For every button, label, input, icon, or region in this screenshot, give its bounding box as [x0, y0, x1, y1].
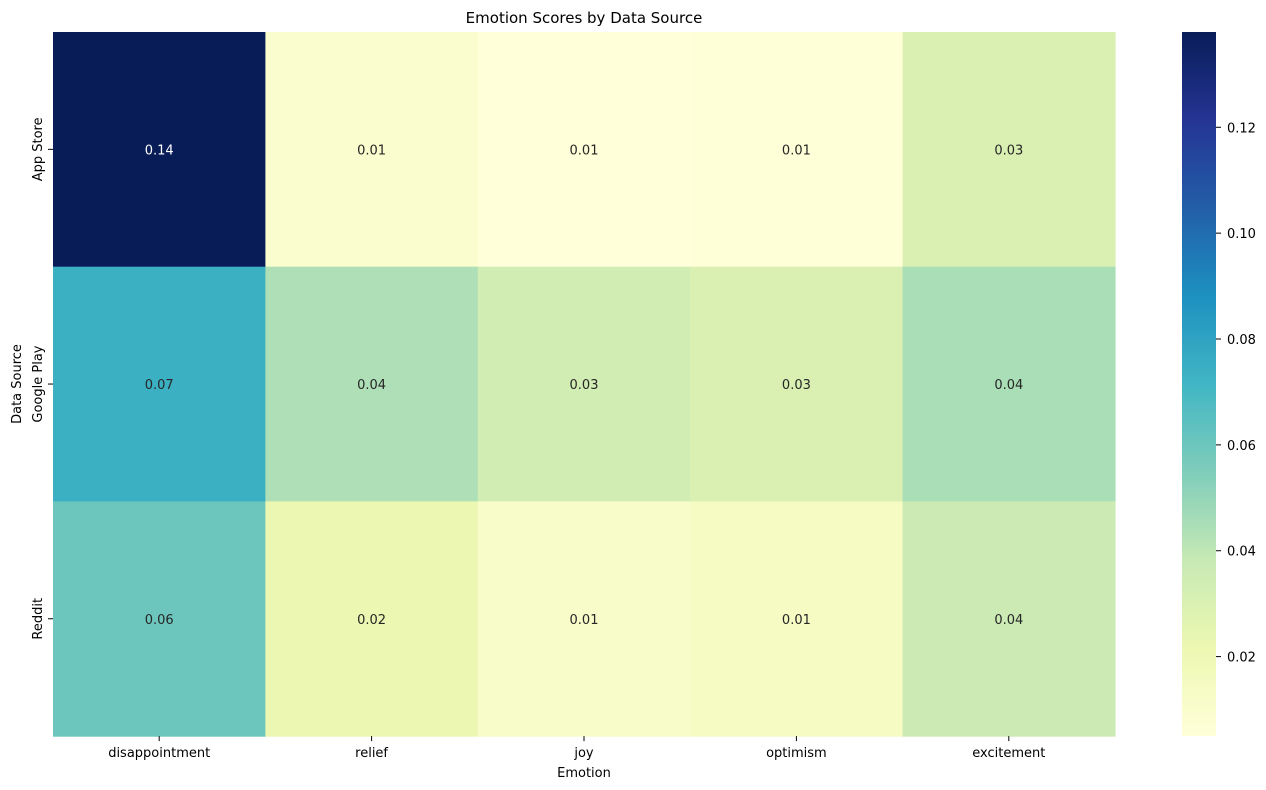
- cell-value-label: 0.04: [994, 613, 1023, 628]
- heatmap-cell: [902, 266, 1116, 502]
- heatmap-cell: [53, 266, 266, 502]
- x-tick-label: excitement: [972, 746, 1045, 761]
- heatmap-cell: [265, 266, 479, 502]
- x-tick-label: relief: [355, 746, 388, 761]
- cell-value-label: 0.14: [145, 143, 174, 158]
- cell-value-label: 0.01: [782, 613, 811, 628]
- heatmap-cell: [477, 266, 691, 502]
- x-axis: disappointment relief joy optimism excitemen…: [108, 736, 1045, 761]
- cell-value-label: 0.01: [570, 143, 599, 158]
- cell-value-label: 0.01: [570, 613, 599, 628]
- heatmap-cell: [477, 32, 691, 268]
- x-tick-label: disappointment: [108, 746, 210, 761]
- cell-value-label: 0.01: [782, 143, 811, 158]
- colorbar-tick-label: 0.04: [1227, 545, 1256, 560]
- heatmap-cell: [265, 501, 479, 737]
- colorbar-tick-label: 0.02: [1227, 651, 1256, 666]
- y-tick-label: App Store: [31, 117, 46, 181]
- heatmap-cell: [53, 32, 266, 268]
- cell-value-label: 0.07: [145, 378, 174, 393]
- heatmap-cell: [53, 501, 266, 737]
- colorbar-tick-label: 0.12: [1227, 121, 1256, 136]
- cell-value-label: 0.02: [357, 613, 386, 628]
- x-tick-label: optimism: [766, 746, 827, 761]
- heatmap-cell: [265, 32, 479, 268]
- cell-value-label: 0.04: [357, 378, 386, 393]
- cell-value-label: 0.04: [994, 378, 1023, 393]
- cell-value-label: 0.03: [570, 378, 599, 393]
- cell-value-label: 0.06: [145, 613, 174, 628]
- y-tick-label: Google Play: [31, 345, 46, 422]
- y-axis: App Store Google Play Reddit: [31, 117, 53, 640]
- cell-value-label: 0.01: [357, 143, 386, 158]
- x-tick-label: joy: [573, 746, 594, 761]
- colorbar-tick-label: 0.08: [1227, 333, 1256, 348]
- x-axis-label: Emotion: [557, 766, 611, 781]
- chart-title: Emotion Scores by Data Source: [466, 9, 703, 27]
- heatmap-cell: [902, 32, 1116, 268]
- heatmap-cells: 0.14 0.01 0.01 0.01 0.03 0.07 0.04 0.03 0.03 0.04…: [53, 32, 1116, 737]
- colorbar: 0.02 0.04 0.06 0.08 0.10 0.12: [1182, 32, 1256, 736]
- heatmap-cell: [477, 501, 691, 737]
- cell-value-label: 0.03: [994, 143, 1023, 158]
- heatmap-cell: [690, 266, 904, 502]
- colorbar-gradient: [1182, 32, 1216, 736]
- colorbar-tick-label: 0.10: [1227, 227, 1256, 242]
- heatmap-cell: [690, 32, 904, 268]
- cell-value-label: 0.03: [782, 378, 811, 393]
- y-axis-label: Data Source: [10, 344, 25, 424]
- heatmap-cell: [690, 501, 904, 737]
- colorbar-tick-label: 0.06: [1227, 439, 1256, 454]
- heatmap-cell: [902, 501, 1116, 737]
- y-tick-label: Reddit: [31, 598, 46, 640]
